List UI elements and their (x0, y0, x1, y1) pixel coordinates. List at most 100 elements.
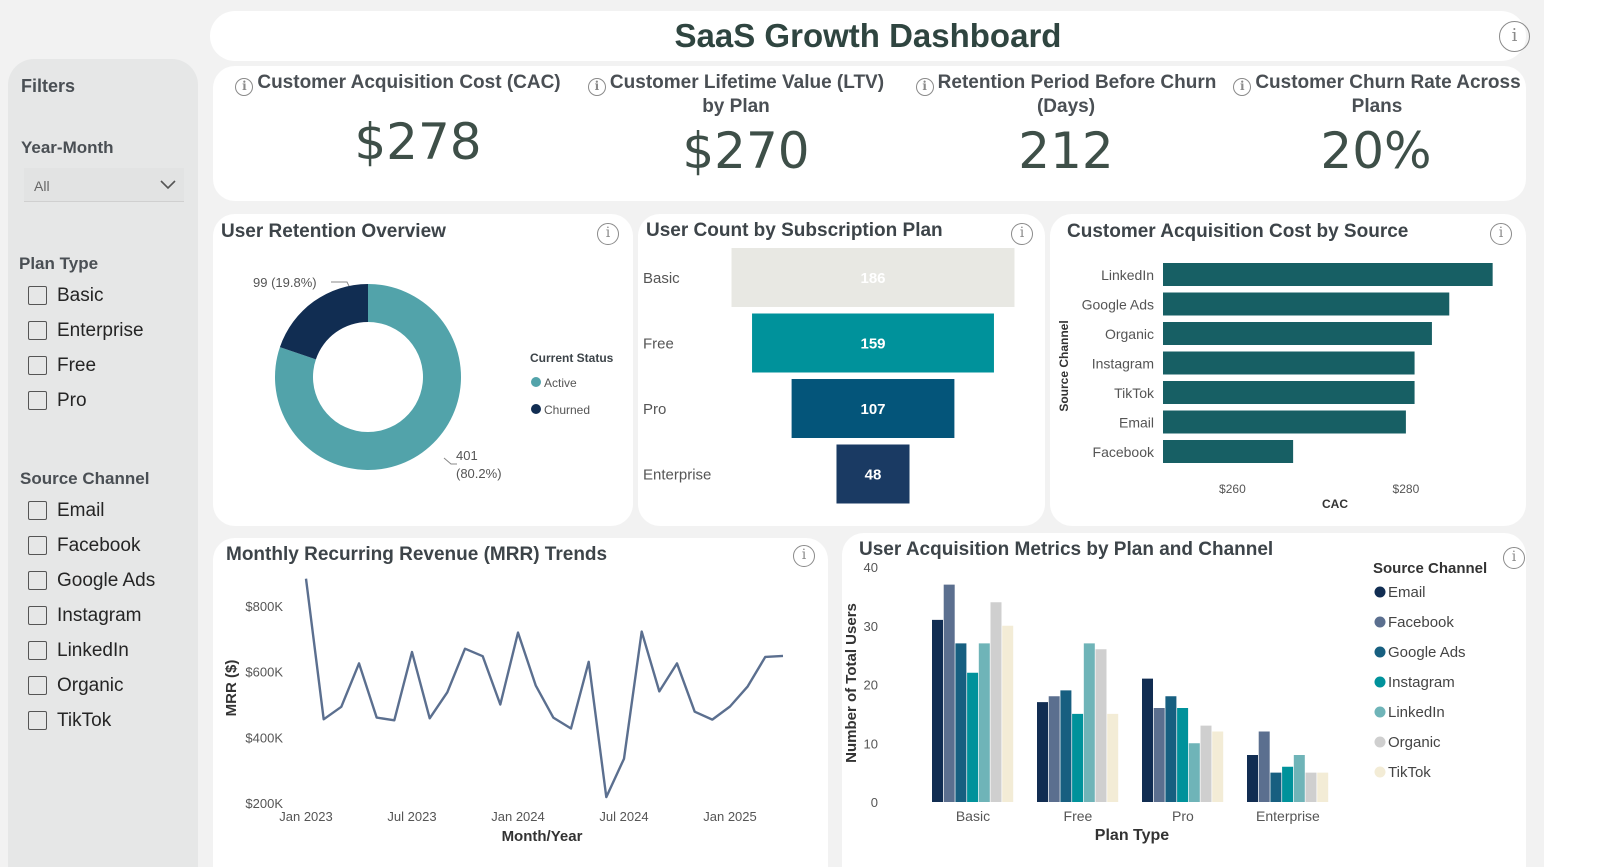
y-axis-label: Number of Total Users (843, 603, 860, 763)
filters-panel: Filters Year-Month All Plan Type Basic En… (8, 59, 198, 867)
source-channel-option[interactable]: TikTok (28, 703, 155, 738)
info-icon[interactable]: i (1233, 78, 1252, 96)
source-channel-option-label: Organic (57, 674, 124, 696)
bar-instagram (1282, 766, 1294, 802)
plan-type-option-label: Pro (57, 389, 87, 411)
acquisition-card: User Acquisition Metrics by Plan and Cha… (842, 533, 1526, 867)
x-tick-label: $260 (1219, 482, 1246, 496)
header-banner: SaaS Growth Dashboard i (210, 11, 1530, 61)
legend-label: Organic (1388, 734, 1441, 751)
kpi-ltv-value: $270 (682, 122, 810, 180)
checkbox[interactable] (28, 676, 47, 695)
plan-type-option[interactable]: Pro (28, 383, 144, 418)
plan-type-label: Plan Type (19, 254, 99, 273)
data-label-churned: 99 (19.8%) (253, 275, 317, 290)
funnel-category-label: Pro (643, 401, 666, 418)
bar-organic (990, 602, 1002, 802)
funnel-bar (731, 248, 1015, 307)
y-tick-label: Email (1119, 415, 1154, 431)
funnel-category-label: Enterprise (643, 467, 711, 484)
plan-type-option[interactable]: Free (28, 348, 144, 383)
checkbox[interactable] (28, 391, 47, 410)
x-tick-label: Jan 2025 (703, 809, 757, 824)
info-icon[interactable]: i (793, 545, 815, 567)
plan-type-option-label: Free (57, 354, 97, 376)
bar-organic (1095, 649, 1107, 802)
plan-type-option-label: Basic (57, 284, 104, 306)
source-channel-option[interactable]: Email (28, 493, 155, 528)
checkbox[interactable] (28, 321, 47, 340)
y-tick-label: Google Ads (1082, 297, 1154, 313)
bar-instagram (1177, 708, 1189, 802)
checkbox[interactable] (28, 641, 47, 660)
legend-dot (1374, 646, 1386, 658)
cac-source-card: Customer Acquisition Cost by Source i Li… (1050, 214, 1526, 526)
x-tick-label: Jul 2023 (387, 809, 436, 824)
y-tick-label: 0 (871, 795, 878, 810)
cac-bar (1163, 263, 1493, 286)
bar-linkedin (978, 643, 990, 802)
x-axis-label: Plan Type (1095, 827, 1169, 844)
data-label-active-value: 401 (456, 448, 478, 463)
checkbox[interactable] (28, 606, 47, 625)
info-icon[interactable]: i (1503, 547, 1525, 569)
info-icon[interactable]: i (1490, 223, 1512, 245)
cac-bar (1163, 440, 1294, 463)
info-icon[interactable]: i (235, 78, 254, 96)
plan-type-list: Basic Enterprise Free Pro (28, 278, 144, 418)
info-icon[interactable]: i (597, 223, 619, 245)
bar-linkedin (1293, 755, 1305, 802)
y-tick-label: TikTok (1114, 385, 1155, 401)
y-tick-label: $200K (245, 796, 283, 811)
checkbox[interactable] (28, 536, 47, 555)
funnel-category-label: Basic (643, 270, 680, 287)
legend-label: Instagram (1388, 674, 1455, 691)
info-icon[interactable]: i (915, 78, 934, 96)
source-channel-option[interactable]: Instagram (28, 598, 155, 633)
year-month-value: All (34, 178, 50, 194)
plan-type-option[interactable]: Enterprise (28, 313, 144, 348)
source-channel-option[interactable]: Google Ads (28, 563, 155, 598)
source-channel-label: Source Channel (20, 469, 150, 488)
bar-facebook (1048, 696, 1060, 802)
subscription-funnel-chart: Basic 186 Free 159 Pro 107 Enterprise 48 (643, 248, 1015, 504)
source-channel-option[interactable]: LinkedIn (28, 633, 155, 668)
info-icon[interactable]: i (587, 78, 606, 96)
source-channel-option-label: LinkedIn (57, 639, 129, 661)
bar-google-ads (1060, 690, 1072, 802)
bar-facebook (943, 584, 955, 802)
y-tick-label: $800K (245, 599, 283, 614)
y-tick-label: Organic (1105, 326, 1154, 342)
year-month-dropdown[interactable]: All (24, 168, 184, 202)
plan-type-option[interactable]: Basic (28, 278, 144, 313)
checkbox[interactable] (28, 356, 47, 375)
legend-dot (1374, 766, 1386, 778)
legend-label: Google Ads (1388, 644, 1466, 661)
y-tick-label: $400K (245, 730, 283, 745)
legend-label-active: Active (544, 376, 577, 390)
funnel-data-label: 107 (860, 401, 885, 418)
legend-dot (1374, 616, 1386, 628)
legend-title: Source Channel (1373, 560, 1487, 577)
source-channel-option[interactable]: Organic (28, 668, 155, 703)
y-axis-label: MRR ($) (223, 660, 240, 717)
mrr-series-line (304, 578, 784, 799)
source-channel-option[interactable]: Facebook (28, 528, 155, 563)
checkbox[interactable] (28, 571, 47, 590)
legend-label: LinkedIn (1388, 704, 1445, 721)
x-tick-label: Enterprise (1256, 808, 1320, 824)
x-tick-label: Jan 2024 (491, 809, 545, 824)
checkbox[interactable] (28, 501, 47, 520)
filters-title: Filters (21, 76, 76, 96)
bar-facebook (1153, 708, 1165, 802)
leader-line-active (443, 457, 457, 465)
cac-bar (1163, 410, 1406, 434)
checkbox[interactable] (28, 711, 47, 730)
checkbox[interactable] (28, 286, 47, 305)
info-icon[interactable]: i (1011, 223, 1033, 245)
bar-instagram (967, 672, 979, 802)
y-tick-label: 40 (864, 560, 878, 575)
info-icon[interactable]: i (1499, 21, 1530, 52)
kpi-retention-title: i Retention Period Before Churn (Days) (911, 72, 1221, 118)
retention-donut-chart: Current Status Active Churned 99 (19.8%)… (253, 275, 614, 481)
